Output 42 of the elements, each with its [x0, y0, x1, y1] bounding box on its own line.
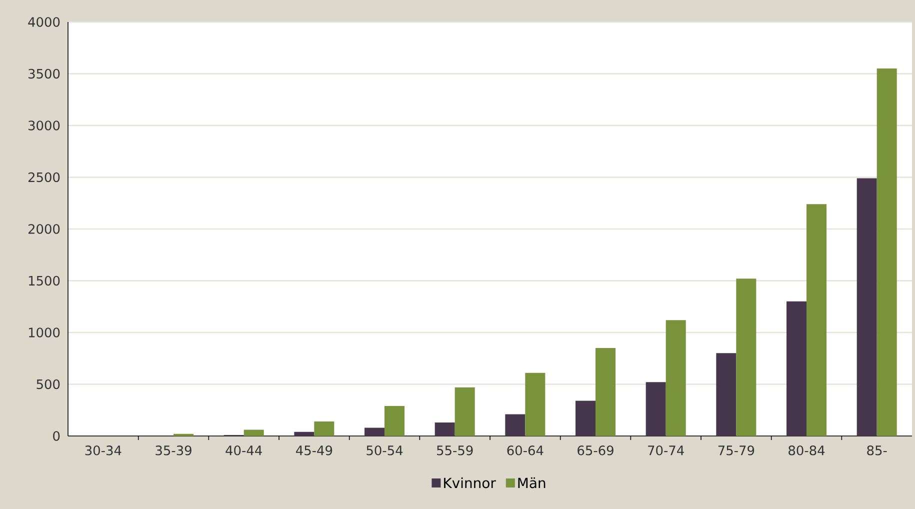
bar: [454, 387, 475, 436]
bar: [314, 421, 334, 436]
bar: [736, 278, 756, 436]
x-tick-label: 60-64: [507, 446, 544, 456]
bar: [786, 301, 807, 436]
legend-label: Kvinnor: [444, 477, 496, 488]
y-tick-label: 3500: [28, 68, 60, 79]
x-tick-label: 50-54: [366, 446, 403, 456]
bar: [244, 430, 264, 436]
y-tick-label: 4000: [28, 17, 60, 27]
bar: [384, 406, 405, 436]
y-tick-label: 2500: [28, 172, 60, 182]
x-tick-label: 70-74: [648, 446, 684, 456]
y-tick-label: 1000: [28, 328, 60, 338]
x-tick-label: 75-79: [718, 446, 754, 456]
bar: [856, 178, 877, 436]
x-tick-label: 35-39: [156, 446, 192, 456]
x-tick-label: 40-44: [226, 446, 262, 456]
bar: [666, 320, 686, 436]
y-tick-label: 1500: [28, 276, 60, 286]
bar: [596, 348, 616, 436]
bar: [294, 432, 314, 436]
y-tick-label: 500: [36, 379, 60, 390]
bar: [716, 353, 736, 436]
bar: [434, 422, 455, 436]
bar: [646, 382, 666, 436]
bar: [505, 414, 526, 436]
bar: [576, 400, 596, 436]
bar: [525, 372, 546, 436]
y-tick-label: 2000: [28, 224, 60, 234]
x-tick-label: 30-34: [85, 446, 122, 456]
x-tick-label: 80-84: [788, 446, 825, 456]
bar: [806, 204, 827, 436]
y-tick-label: 0: [53, 431, 60, 441]
bar: [876, 68, 897, 436]
x-tick-label: 45-49: [296, 446, 332, 456]
x-tick-label: 65-69: [578, 446, 614, 456]
y-tick-label: 3000: [28, 120, 60, 130]
x-tick-label: 85-: [867, 446, 887, 456]
bar: [364, 428, 385, 436]
x-tick-label: 55-59: [437, 446, 473, 456]
legend-label: Män: [518, 477, 546, 488]
